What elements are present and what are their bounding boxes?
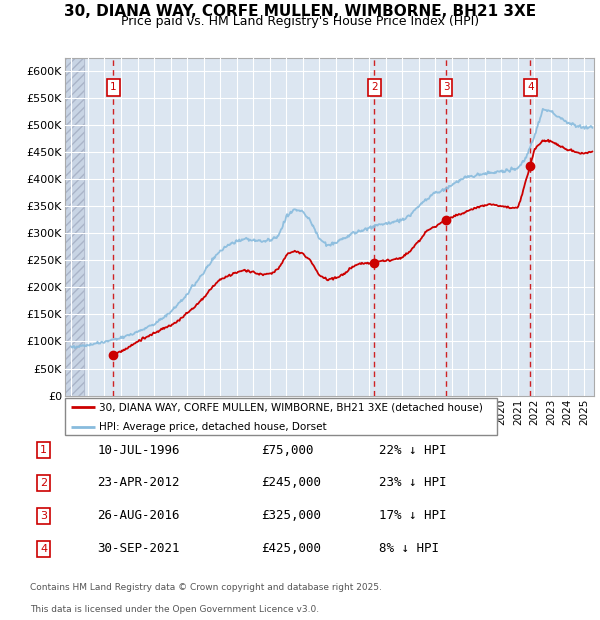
Text: 4: 4 [40, 544, 47, 554]
Text: 23% ↓ HPI: 23% ↓ HPI [379, 476, 447, 489]
Text: 4: 4 [527, 82, 533, 92]
Bar [65, 58, 84, 396]
Text: 2: 2 [40, 478, 47, 488]
Text: 30-SEP-2021: 30-SEP-2021 [97, 542, 180, 555]
Text: 17% ↓ HPI: 17% ↓ HPI [379, 509, 447, 522]
Text: Price paid vs. HM Land Registry's House Price Index (HPI): Price paid vs. HM Land Registry's House … [121, 16, 479, 29]
Text: £245,000: £245,000 [261, 476, 321, 489]
Text: This data is licensed under the Open Government Licence v3.0.: This data is licensed under the Open Gov… [29, 604, 319, 614]
Text: 23-APR-2012: 23-APR-2012 [97, 476, 180, 489]
Text: 30, DIANA WAY, CORFE MULLEN, WIMBORNE, BH21 3XE (detached house): 30, DIANA WAY, CORFE MULLEN, WIMBORNE, B… [100, 402, 483, 412]
Text: 1: 1 [110, 82, 116, 92]
Text: 22% ↓ HPI: 22% ↓ HPI [379, 443, 447, 456]
Text: 26-AUG-2016: 26-AUG-2016 [97, 509, 180, 522]
Text: 2: 2 [371, 82, 377, 92]
Text: £75,000: £75,000 [261, 443, 313, 456]
Text: Contains HM Land Registry data © Crown copyright and database right 2025.: Contains HM Land Registry data © Crown c… [29, 583, 382, 592]
Text: 3: 3 [40, 511, 47, 521]
Text: £425,000: £425,000 [261, 542, 321, 555]
Text: 1: 1 [40, 445, 47, 455]
FancyBboxPatch shape [65, 398, 497, 435]
Text: £325,000: £325,000 [261, 509, 321, 522]
Text: 10-JUL-1996: 10-JUL-1996 [97, 443, 180, 456]
Text: 3: 3 [443, 82, 449, 92]
Text: 30, DIANA WAY, CORFE MULLEN, WIMBORNE, BH21 3XE: 30, DIANA WAY, CORFE MULLEN, WIMBORNE, B… [64, 4, 536, 19]
Text: 8% ↓ HPI: 8% ↓ HPI [379, 542, 439, 555]
Text: HPI: Average price, detached house, Dorset: HPI: Average price, detached house, Dors… [100, 422, 327, 432]
Bar [65, 58, 84, 396]
